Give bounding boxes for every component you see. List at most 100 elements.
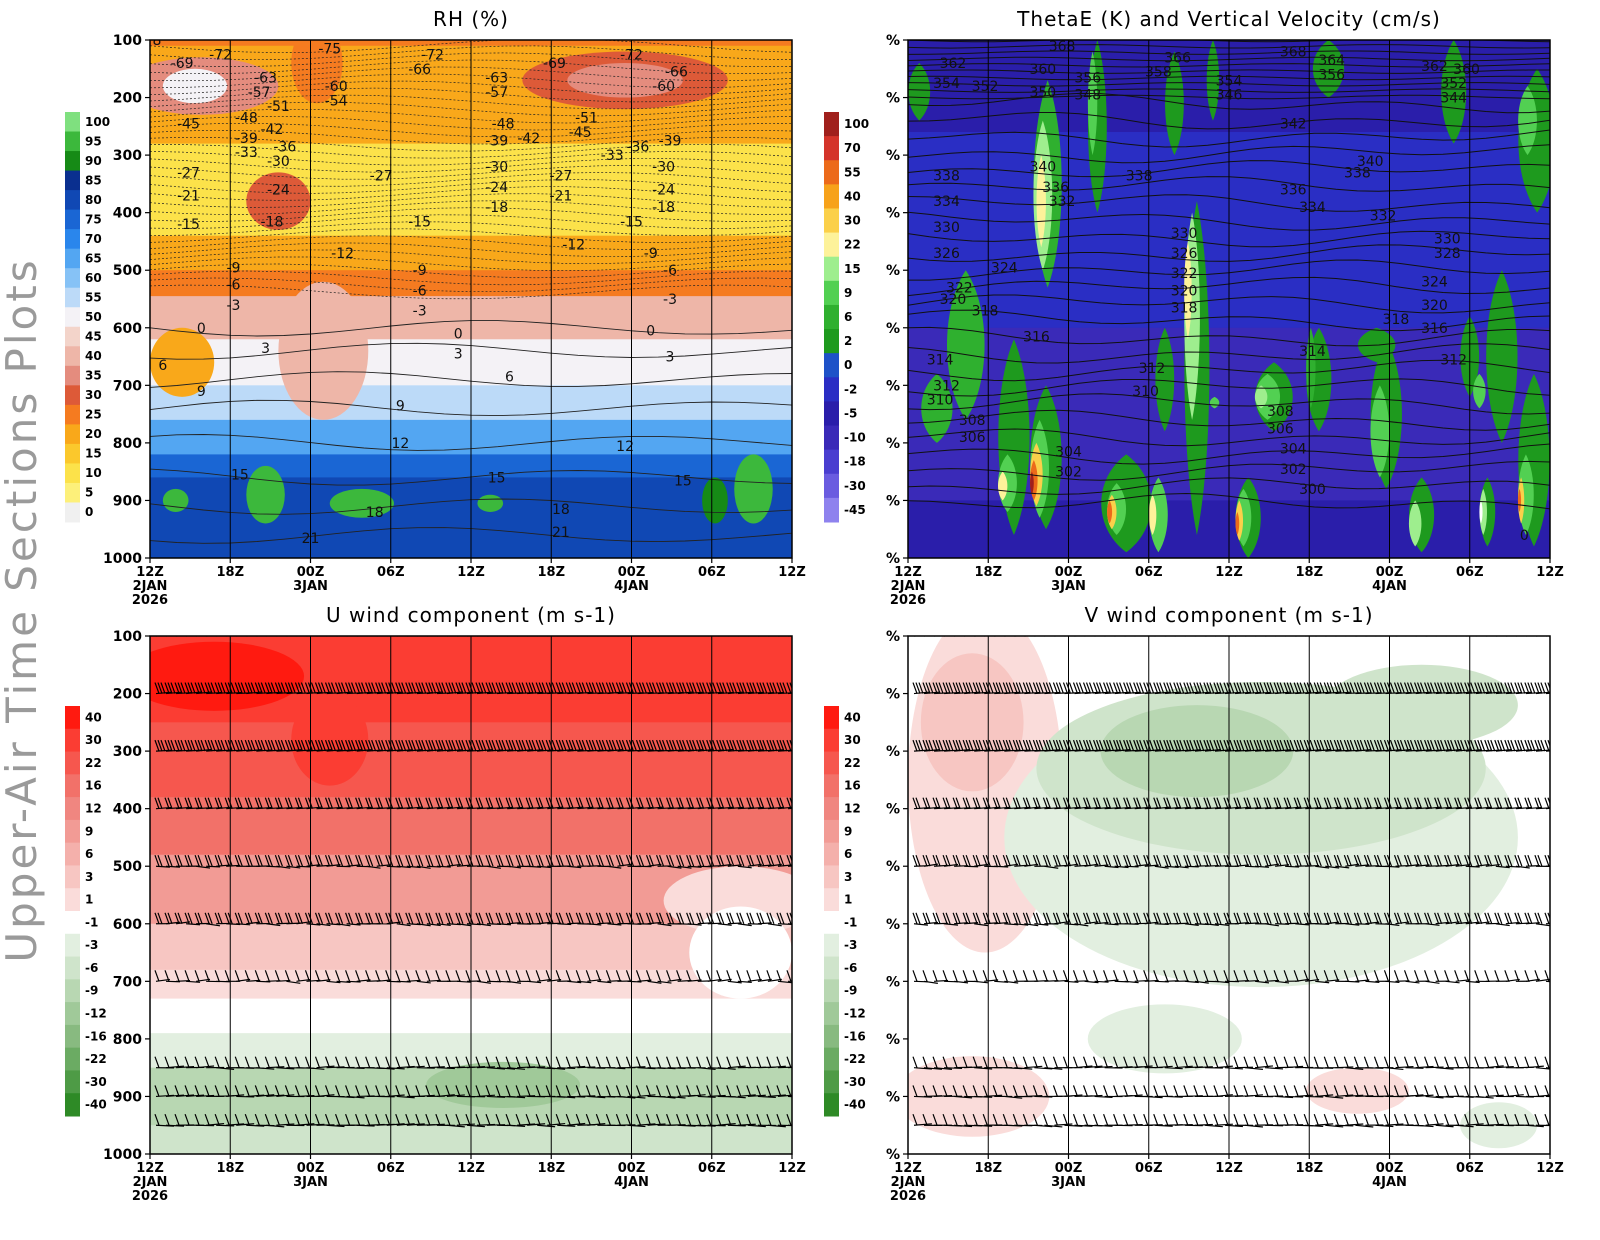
- colorbar-label: 55: [85, 290, 102, 304]
- y-tick-label: 700: [113, 974, 142, 990]
- contour-label: 322: [1171, 266, 1198, 282]
- y-tick-label: %: [886, 206, 900, 222]
- x-tick-label: 06Z: [698, 565, 726, 580]
- colorbar-cell: [824, 911, 839, 934]
- colorbar-cell: [824, 774, 839, 797]
- x-tick-label: 18Z: [974, 1161, 1002, 1176]
- wind-barb: [727, 625, 744, 636]
- colorbar-cell: [65, 132, 80, 152]
- colorbar-label: -30: [844, 1075, 866, 1089]
- wind-barb: [963, 625, 980, 636]
- contour-label: 328: [1434, 246, 1461, 262]
- colorbar-label: 5: [85, 486, 93, 500]
- contour-label: 330: [1171, 226, 1198, 242]
- colorbar-label: 6: [844, 847, 852, 861]
- x-tick-label: 00Z: [1055, 1161, 1083, 1176]
- wind-barb: [787, 625, 804, 636]
- contour-label: -42: [261, 122, 284, 138]
- y-tick-label: %: [886, 263, 900, 279]
- colorbar-cell: [65, 327, 80, 347]
- colorbar-cell: [65, 385, 80, 405]
- contour-label: -39: [485, 134, 508, 150]
- x-tick-label: 06Z: [377, 565, 405, 580]
- contour-label: -33: [601, 148, 624, 164]
- colorbar-label: 30: [85, 388, 102, 402]
- wind-barb: [747, 625, 764, 636]
- contour-label: -69: [171, 56, 194, 72]
- colorbar-label: -22: [85, 1052, 107, 1066]
- x-tick-label: 18Z: [537, 1161, 565, 1176]
- contour-label: -15: [408, 214, 431, 230]
- contour-label: -30: [485, 160, 508, 176]
- contour-label: -6: [663, 263, 677, 279]
- colorbar-cell: [65, 1070, 80, 1093]
- contour-label: 332: [1049, 194, 1076, 210]
- contour-label: 334: [1299, 200, 1326, 216]
- colorbar-cell: [824, 1025, 839, 1048]
- contour-label: 3: [261, 341, 270, 357]
- y-tick-label: 400: [113, 206, 142, 222]
- wind-barb: [697, 625, 714, 636]
- y-tick-label: 800: [113, 1032, 142, 1048]
- contour-label: -51: [267, 99, 290, 115]
- y-tick-label: %: [886, 378, 900, 394]
- x-tick-label: 12Z: [457, 565, 485, 580]
- contour-label: 310: [1132, 384, 1159, 400]
- y-tick-label: 400: [113, 802, 142, 818]
- contour-label: 318: [1171, 301, 1198, 317]
- colorbar-cell: [824, 1048, 839, 1071]
- contour-label: -6: [226, 278, 240, 294]
- y-tick-label: %: [886, 687, 900, 703]
- wind-barb: [637, 625, 654, 636]
- x-tick-label: 00Z: [618, 565, 646, 580]
- colorbar-cell: [824, 865, 839, 888]
- y-tick-label: 300: [113, 148, 142, 164]
- x-tick-year: 2026: [890, 1189, 926, 1204]
- contour-label: -3: [413, 304, 427, 320]
- colorbar-label: 9: [85, 824, 93, 838]
- contour-label: 314: [1299, 344, 1326, 360]
- colorbar-label: 60: [85, 271, 102, 285]
- contour-label: -33: [235, 145, 258, 161]
- wind-barb: [1384, 625, 1401, 636]
- colorbar-cell: [65, 1025, 80, 1048]
- colorbar-cell: [824, 329, 839, 354]
- colorbar-label: 22: [844, 238, 861, 252]
- colorbar-label: -2: [844, 382, 857, 396]
- contour-label: 340: [1029, 160, 1056, 176]
- colorbar-label: -45: [844, 503, 866, 517]
- contour-label: 12: [391, 436, 409, 452]
- colorbar-label: 70: [85, 232, 102, 246]
- wind-barb: [1374, 625, 1391, 636]
- y-tick-label: %: [886, 629, 900, 645]
- colorbar-label: -16: [844, 1029, 866, 1043]
- contour-label: -21: [177, 188, 200, 204]
- contour-label: -60: [652, 79, 675, 95]
- colorbar-cell: [824, 498, 839, 523]
- contour-label: 316: [1023, 329, 1050, 345]
- x-tick-date: 2JAN: [891, 1175, 926, 1190]
- wind-barb: [235, 625, 252, 636]
- wind-barb: [1425, 625, 1442, 636]
- contour-label: -12: [562, 237, 585, 253]
- colorbar-cell: [65, 820, 80, 843]
- x-tick-date: 2JAN: [133, 579, 168, 594]
- colorbar-label: 12: [85, 802, 102, 816]
- panel-u_wind: 100200300400500600700800900100012Z2JAN20…: [65, 603, 818, 1204]
- wind-barb: [305, 625, 322, 636]
- shaded-region: [1306, 1068, 1409, 1114]
- contour-label: 338: [933, 168, 960, 184]
- colorbar-cell: [65, 865, 80, 888]
- colorbar-label: -30: [844, 479, 866, 493]
- colorbar-label: 20: [85, 427, 102, 441]
- contour-label: -15: [177, 217, 200, 233]
- shaded-region: [246, 466, 285, 524]
- contour-label: -30: [652, 160, 675, 176]
- colorbar-label: 85: [85, 173, 102, 187]
- colorbar-label: 95: [85, 134, 102, 148]
- contour-label: -45: [177, 116, 200, 132]
- contour-label: 0: [454, 327, 463, 343]
